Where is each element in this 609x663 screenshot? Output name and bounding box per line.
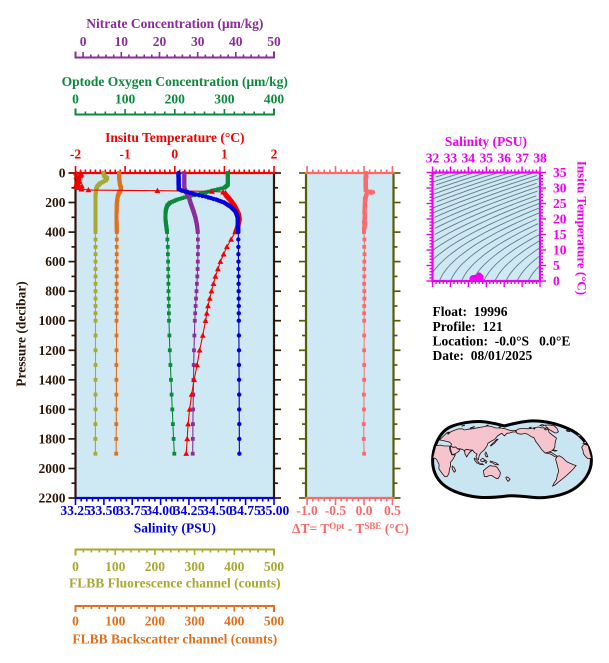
svg-text:30: 30 — [553, 181, 567, 196]
svg-text:2: 2 — [271, 147, 278, 162]
svg-text:800: 800 — [45, 284, 66, 299]
svg-text:2200: 2200 — [39, 491, 66, 506]
svg-text:1000: 1000 — [39, 313, 66, 328]
svg-text:300: 300 — [184, 614, 205, 629]
svg-text:500: 500 — [264, 559, 285, 574]
svg-text:400: 400 — [45, 225, 66, 240]
svg-text:Nitrate Concentration (μm/kg): Nitrate Concentration (μm/kg) — [86, 16, 263, 31]
svg-text:35.00: 35.00 — [259, 503, 290, 518]
svg-text:0.0: 0.0 — [356, 503, 373, 518]
svg-text:300: 300 — [184, 559, 205, 574]
svg-text:200: 200 — [145, 614, 166, 629]
svg-text:20: 20 — [153, 34, 167, 49]
svg-text:Location: -0.0°S 0.0°E: Location: -0.0°S 0.0°E — [433, 334, 571, 349]
svg-text:36: 36 — [497, 151, 511, 166]
svg-text:0: 0 — [171, 147, 178, 162]
svg-text:33.25: 33.25 — [60, 503, 91, 518]
svg-text:Date: 08/01/2025: Date: 08/01/2025 — [433, 348, 533, 363]
svg-text:-2: -2 — [70, 147, 81, 162]
svg-text:Insitu Temperature (°C): Insitu Temperature (°C) — [575, 161, 590, 295]
svg-text:33: 33 — [444, 151, 458, 166]
svg-text:10: 10 — [115, 34, 129, 49]
svg-text:1200: 1200 — [39, 343, 66, 358]
svg-text:34.75: 34.75 — [230, 503, 261, 518]
svg-text:200: 200 — [45, 195, 66, 210]
svg-text:37: 37 — [515, 151, 529, 166]
svg-text:-1: -1 — [119, 147, 130, 162]
svg-text:33.75: 33.75 — [117, 503, 148, 518]
svg-text:38: 38 — [533, 151, 547, 166]
svg-text:50: 50 — [267, 34, 281, 49]
svg-text:1800: 1800 — [39, 431, 66, 446]
svg-text:-1.0: -1.0 — [296, 503, 318, 518]
svg-text:Salinity (PSU): Salinity (PSU) — [134, 521, 216, 536]
svg-text:0: 0 — [72, 559, 79, 574]
svg-text:25: 25 — [553, 196, 567, 211]
svg-text:1400: 1400 — [39, 372, 66, 387]
svg-text:32: 32 — [426, 151, 440, 166]
svg-text:600: 600 — [45, 254, 66, 269]
svg-text:34.25: 34.25 — [174, 503, 205, 518]
svg-text:Optode Oxygen Concentration (μ: Optode Oxygen Concentration (μm/kg) — [62, 74, 288, 89]
svg-text:500: 500 — [264, 614, 285, 629]
svg-text:400: 400 — [224, 559, 245, 574]
svg-text:300: 300 — [214, 92, 235, 107]
svg-text:34: 34 — [462, 151, 476, 166]
svg-text:35: 35 — [479, 151, 493, 166]
svg-text:FLBB Fluorescence channel (cou: FLBB Fluorescence channel (counts) — [69, 576, 281, 591]
svg-text:Profile: 121: Profile: 121 — [433, 319, 503, 334]
svg-text:10: 10 — [553, 243, 567, 258]
svg-text:0: 0 — [553, 274, 560, 289]
svg-text:1600: 1600 — [39, 402, 66, 417]
svg-text:100: 100 — [115, 92, 136, 107]
svg-text:200: 200 — [165, 92, 186, 107]
svg-text:100: 100 — [105, 559, 126, 574]
svg-text:-0.5: -0.5 — [325, 503, 347, 518]
svg-text:0: 0 — [59, 166, 66, 181]
svg-text:34.50: 34.50 — [202, 503, 233, 518]
svg-text:Pressure (decibar): Pressure (decibar) — [14, 281, 29, 387]
svg-text:200: 200 — [145, 559, 166, 574]
svg-text:100: 100 — [105, 614, 126, 629]
svg-text:1: 1 — [221, 147, 228, 162]
svg-text:0.5: 0.5 — [384, 503, 401, 518]
svg-text:5: 5 — [553, 258, 560, 273]
svg-text:Insitu Temperature (°C): Insitu Temperature (°C) — [105, 130, 244, 145]
svg-text:2000: 2000 — [39, 461, 66, 476]
svg-text:40: 40 — [229, 34, 243, 49]
svg-text:35: 35 — [553, 165, 567, 180]
svg-text:20: 20 — [553, 212, 567, 227]
svg-text:400: 400 — [224, 614, 245, 629]
svg-text:15: 15 — [553, 227, 567, 242]
svg-text:Salinity (PSU): Salinity (PSU) — [445, 134, 527, 149]
svg-text:0: 0 — [72, 614, 79, 629]
svg-text:34.00: 34.00 — [145, 503, 176, 518]
svg-text:0: 0 — [72, 92, 79, 107]
svg-text:Float: 19996: Float: 19996 — [433, 304, 508, 319]
svg-text:400: 400 — [264, 92, 285, 107]
svg-text:ΔT= TOpt - TSBE (°C): ΔT= TOpt - TSBE (°C) — [292, 521, 409, 536]
svg-text:FLBB Backscatter channel (coun: FLBB Backscatter channel (counts) — [72, 632, 277, 647]
svg-text:30: 30 — [191, 34, 205, 49]
svg-text:0: 0 — [80, 34, 87, 49]
svg-text:33.50: 33.50 — [89, 503, 120, 518]
